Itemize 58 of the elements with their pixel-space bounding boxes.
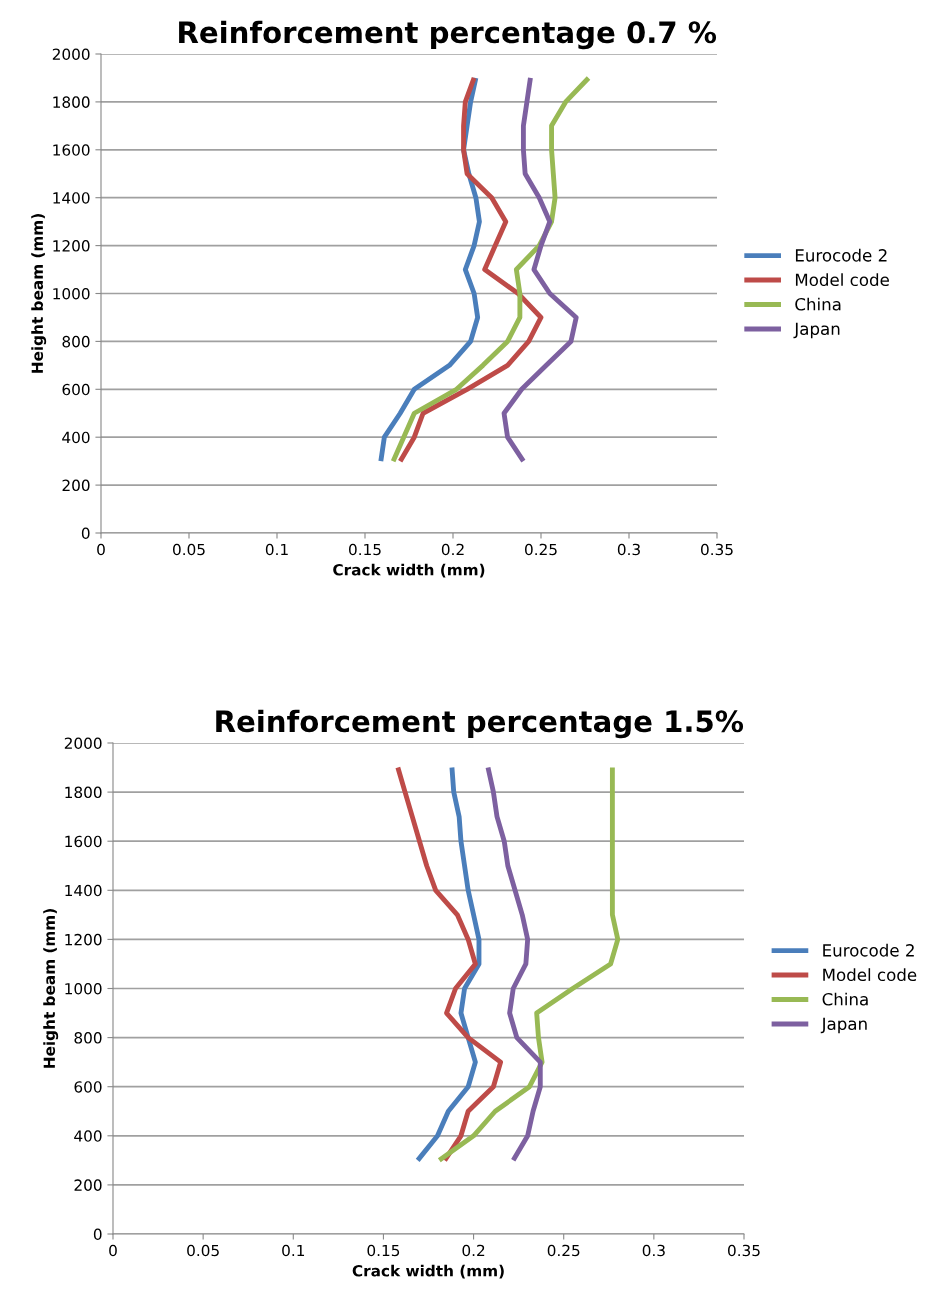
y-tick-label: 200 — [62, 479, 90, 492]
x-tick-label: 0.25 — [547, 1244, 580, 1257]
y-tick-label: 800 — [62, 335, 90, 348]
legend-label: Japan — [793, 322, 840, 339]
x-tick-label: 0.2 — [462, 1244, 485, 1257]
y-tick-label: 1200 — [53, 240, 90, 252]
y-axis-title: Height beam (mm) — [43, 909, 59, 1068]
legend-label: China — [822, 992, 868, 1006]
y-tick-label: 2000 — [64, 737, 102, 750]
x-tick-label: 0.35 — [728, 1244, 760, 1257]
line-series — [395, 765, 504, 1163]
line-series — [415, 765, 482, 1163]
chart-title: Reinforcement percentage 1.5% — [216, 709, 744, 739]
legend-label: Model code — [823, 968, 917, 982]
legend-label: Eurocode 2 — [823, 943, 914, 957]
y-tick-label: 600 — [74, 1081, 102, 1093]
y-tick-label: 1600 — [65, 835, 102, 848]
y-tick-label: 400 — [62, 431, 90, 444]
line-series — [436, 765, 621, 1163]
legend-label: Model code — [795, 273, 889, 287]
line-series — [390, 75, 591, 464]
y-tick-label: 2000 — [52, 48, 90, 61]
x-tick-label: 0 — [109, 1244, 117, 1257]
y-tick-label: 1800 — [53, 96, 90, 108]
x-tick-label: 0.3 — [642, 1244, 665, 1257]
line-series — [397, 75, 544, 464]
y-tick-label: 0 — [93, 1228, 102, 1241]
y-tick-label: 1000 — [65, 982, 102, 995]
x-axis-title: Crack width (mm) — [333, 563, 485, 578]
x-tick-label: 0.25 — [525, 543, 557, 556]
legend-label: Japan — [820, 1017, 867, 1034]
x-tick-label: 0.2 — [441, 543, 464, 556]
x-tick-label: 0.15 — [349, 543, 381, 556]
x-tick-label: 0.05 — [173, 543, 205, 556]
y-tick-label: 400 — [74, 1130, 102, 1142]
legend-label: Eurocode 2 — [795, 248, 887, 262]
x-tick-label: 0.35 — [701, 543, 733, 556]
y-tick-label: 1600 — [53, 144, 90, 156]
x-tick-label: 0.15 — [367, 1244, 400, 1257]
y-tick-label: 200 — [74, 1179, 102, 1191]
y-tick-label: 1800 — [65, 786, 102, 799]
y-axis-title: Height beam (mm) — [31, 214, 47, 373]
y-tick-label: 1000 — [53, 287, 90, 300]
x-tick-label: 0.1 — [265, 543, 288, 556]
y-tick-label: 1400 — [65, 884, 102, 897]
line-series — [501, 75, 579, 464]
y-tick-label: 0 — [81, 527, 90, 540]
line-series — [485, 765, 543, 1163]
x-tick-label: 0.3 — [617, 543, 640, 556]
legend-label: China — [795, 297, 841, 311]
y-tick-label: 1200 — [65, 933, 102, 946]
x-tick-label: 0.05 — [187, 1244, 219, 1257]
y-tick-label: 600 — [62, 383, 90, 396]
x-tick-label: 0.1 — [282, 1244, 305, 1257]
y-tick-label: 800 — [74, 1032, 102, 1044]
chart-title: Reinforcement percentage 0.7 % — [179, 20, 717, 50]
x-axis-title: Crack width (mm) — [352, 1264, 504, 1279]
y-tick-label: 1400 — [53, 192, 90, 204]
